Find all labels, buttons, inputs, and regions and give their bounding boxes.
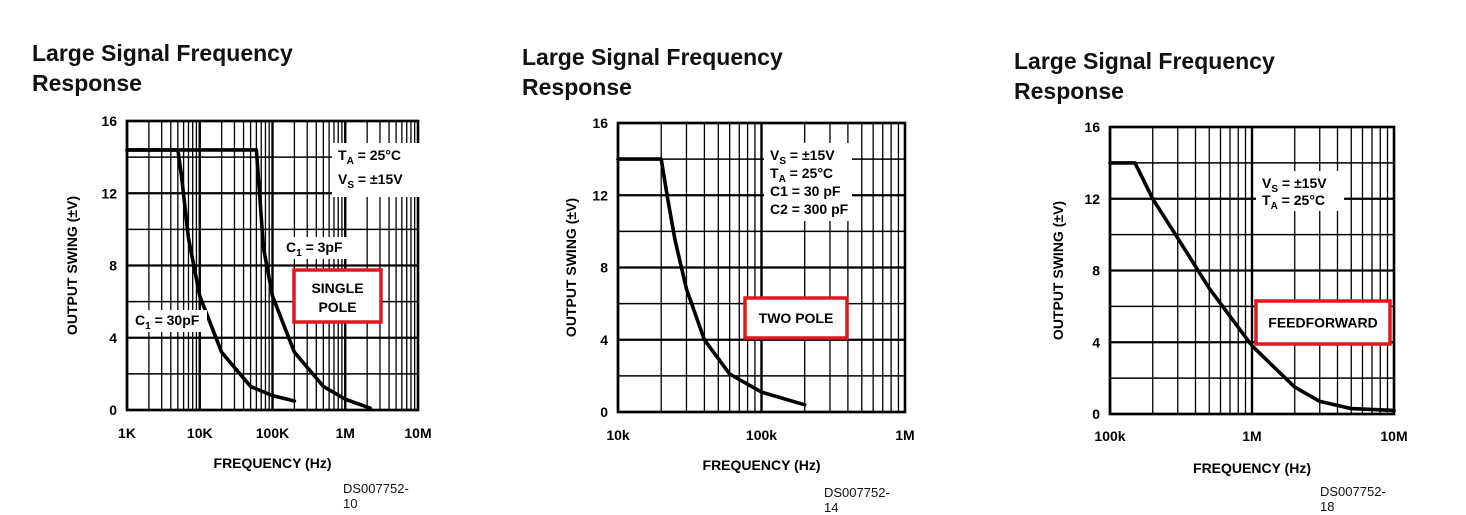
plot-frame bbox=[1108, 125, 1396, 416]
x-tick-label: 10M bbox=[404, 425, 431, 441]
highlight-box bbox=[1254, 299, 1392, 346]
x-tick-label: 1M bbox=[336, 425, 355, 441]
condition-text: TA = 25°C bbox=[770, 165, 833, 185]
condition-text: VS = ±15V bbox=[338, 171, 403, 191]
highlight-label: POLE bbox=[318, 299, 356, 315]
y-axis-label: OUTPUT SWING (±V) bbox=[64, 196, 80, 335]
y-axis-label: OUTPUT SWING (±V) bbox=[1050, 201, 1066, 340]
series-line-1 bbox=[616, 157, 807, 407]
y-tick-label: 8 bbox=[600, 260, 608, 276]
highlight-box bbox=[292, 268, 383, 324]
highlight-label: SINGLE bbox=[311, 280, 363, 296]
plot-frame bbox=[616, 121, 907, 414]
figure-code: DS007752-10 bbox=[343, 481, 409, 511]
x-tick-label: 100k bbox=[1094, 428, 1125, 444]
series-label: C1 = 30pF bbox=[135, 312, 200, 332]
series-label-background bbox=[282, 237, 358, 259]
y-tick-label: 4 bbox=[109, 330, 117, 346]
y-tick-label: 16 bbox=[101, 113, 117, 129]
condition-text: TA = 25°C bbox=[338, 147, 401, 167]
series-line-1 bbox=[125, 148, 297, 403]
plot-frame bbox=[125, 119, 420, 412]
y-tick-label: 12 bbox=[1084, 191, 1100, 207]
y-axis-label: OUTPUT SWING (±V) bbox=[563, 198, 579, 337]
x-tick-label: 10M bbox=[1380, 428, 1407, 444]
figure-code: DS007752-14 bbox=[824, 485, 890, 515]
series-line-2 bbox=[125, 148, 373, 411]
x-axis-label: FREQUENCY (Hz) bbox=[214, 455, 332, 471]
highlight-label: FEEDFORWARD bbox=[1268, 315, 1377, 331]
x-tick-label: 1K bbox=[118, 425, 136, 441]
y-tick-label: 12 bbox=[101, 185, 117, 201]
x-tick-label: 100K bbox=[256, 425, 289, 441]
series-line-1 bbox=[1108, 161, 1396, 413]
y-tick-label: 8 bbox=[1092, 263, 1100, 279]
condition-text: TA = 25°C bbox=[1262, 192, 1325, 212]
y-tick-label: 16 bbox=[592, 115, 608, 131]
chart-title: Large Signal Frequency Response bbox=[32, 40, 293, 96]
x-tick-label: 10k bbox=[606, 427, 630, 443]
chart-svg: 0 4 8 12 16 10k 100k 1M FREQUENCY (Hz) OUTPUT SWI… bbox=[563, 115, 915, 473]
figure-code: DS007752-18 bbox=[1320, 484, 1386, 514]
series-label: C1 = 3pF bbox=[286, 239, 343, 259]
chart-title: Large Signal Frequency Response bbox=[522, 44, 783, 100]
condition-text: VS = ±15V bbox=[770, 147, 835, 167]
x-tick-label: 100k bbox=[746, 427, 777, 443]
condition-text: C1 = 30 pF bbox=[770, 183, 841, 199]
conditions-background bbox=[1256, 171, 1344, 211]
highlight-box bbox=[743, 296, 849, 340]
highlight-label: TWO POLE bbox=[759, 310, 834, 326]
y-tick-label: 0 bbox=[109, 402, 117, 418]
condition-text: VS = ±15V bbox=[1262, 175, 1327, 195]
series-label-background bbox=[131, 310, 207, 332]
x-tick-label: 1M bbox=[1242, 428, 1261, 444]
x-tick-label: 1M bbox=[895, 427, 914, 443]
conditions-background bbox=[332, 143, 420, 197]
y-tick-label: 4 bbox=[600, 332, 608, 348]
x-axis-label: FREQUENCY (Hz) bbox=[703, 457, 821, 473]
conditions-background bbox=[764, 143, 852, 221]
y-tick-label: 0 bbox=[1092, 406, 1100, 422]
y-tick-label: 16 bbox=[1084, 119, 1100, 135]
condition-text: C2 = 300 pF bbox=[770, 201, 849, 217]
y-tick-label: 12 bbox=[592, 187, 608, 203]
y-tick-label: 0 bbox=[600, 404, 608, 420]
y-tick-label: 8 bbox=[109, 258, 117, 274]
chart-title: Large Signal Frequency Response bbox=[1014, 48, 1275, 104]
x-axis-label: FREQUENCY (Hz) bbox=[1193, 460, 1311, 476]
x-tick-label: 10K bbox=[187, 425, 213, 441]
chart-svg: 0 4 8 12 16 1K 10K 100K 1M 10M FREQUENCY (Hz) OUTPU… bbox=[64, 113, 432, 471]
y-tick-label: 4 bbox=[1092, 334, 1100, 350]
